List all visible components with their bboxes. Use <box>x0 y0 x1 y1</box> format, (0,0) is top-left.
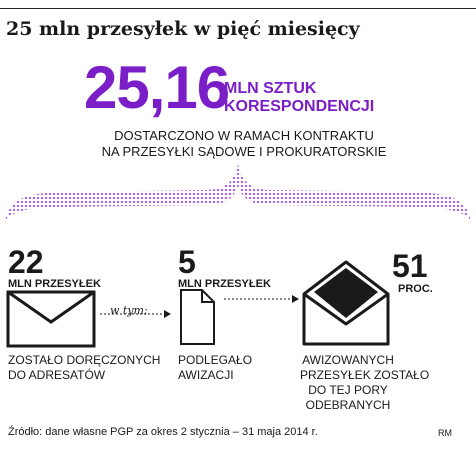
step2-description: PODLEGAŁO AWIZACJI <box>178 353 252 383</box>
step3-description: AWIZOWANYCH PRZESYŁEK ZOSTAŁO DO TEJ POR… <box>300 353 430 413</box>
infographic-title: 25 mln przesyłek w pięć miesięcy <box>6 18 360 40</box>
step3-desc-line1: AWIZOWANYCH <box>302 353 394 367</box>
headline-unit-line1: MLN SZTUK <box>224 80 317 97</box>
headline-value: 25,16 <box>84 54 230 121</box>
step2-number: 5 <box>178 244 196 280</box>
headline-unit-line2: KORESPONDENCJI <box>224 98 375 115</box>
arrow-1 <box>100 310 171 318</box>
author-credit: RM <box>438 428 452 438</box>
step2-label: MLN PRZESYŁEK <box>178 278 271 290</box>
headline-description: DOSTARCZONO W RAMACH KONTRAKTU NA PRZESY… <box>84 128 404 160</box>
step3-desc-line2: PRZESYŁEK ZOSTAŁO <box>300 368 430 382</box>
step1-desc-line1: ZOSTAŁO DORĘCZONYCH <box>8 353 161 367</box>
headline-desc-line1: DOSTARCZONO W RAMACH KONTRAKTU <box>114 128 374 143</box>
headline-desc-line2: NA PRZESYŁKI SĄDOWE I PROKURATORSKIE <box>101 144 387 159</box>
source-note: Źródło: dane własne PGP za okres 2 stycz… <box>8 426 318 438</box>
step1-number: 22 <box>8 244 44 280</box>
step3-desc-line3: DO TEJ PORY <box>308 383 388 397</box>
step1-label: MLN PRZESYŁEK <box>8 278 101 290</box>
step2-desc-line1: PODLEGAŁO <box>178 353 253 367</box>
step2-desc-line2: AWIZACJI <box>178 368 234 382</box>
open-envelope-icon <box>302 260 390 346</box>
step1-description: ZOSTAŁO DORĘCZONYCH DO ADRESATÓW <box>8 353 160 383</box>
headline-unit: MLN SZTUK KORESPONDENCJI <box>224 80 374 116</box>
step3-desc-line4: ODEBRANYCH <box>305 398 391 412</box>
step1-desc-line2: DO ADRESATÓW <box>8 368 106 382</box>
step3-label: PROC. <box>398 283 433 295</box>
step3-number: 51 <box>392 248 428 284</box>
dotted-brace <box>4 164 472 236</box>
arrow-2 <box>224 295 299 303</box>
top-rule <box>0 8 476 9</box>
document-icon <box>180 289 215 345</box>
connector-note: w tym: <box>110 304 148 317</box>
closed-envelope-icon <box>6 290 96 348</box>
